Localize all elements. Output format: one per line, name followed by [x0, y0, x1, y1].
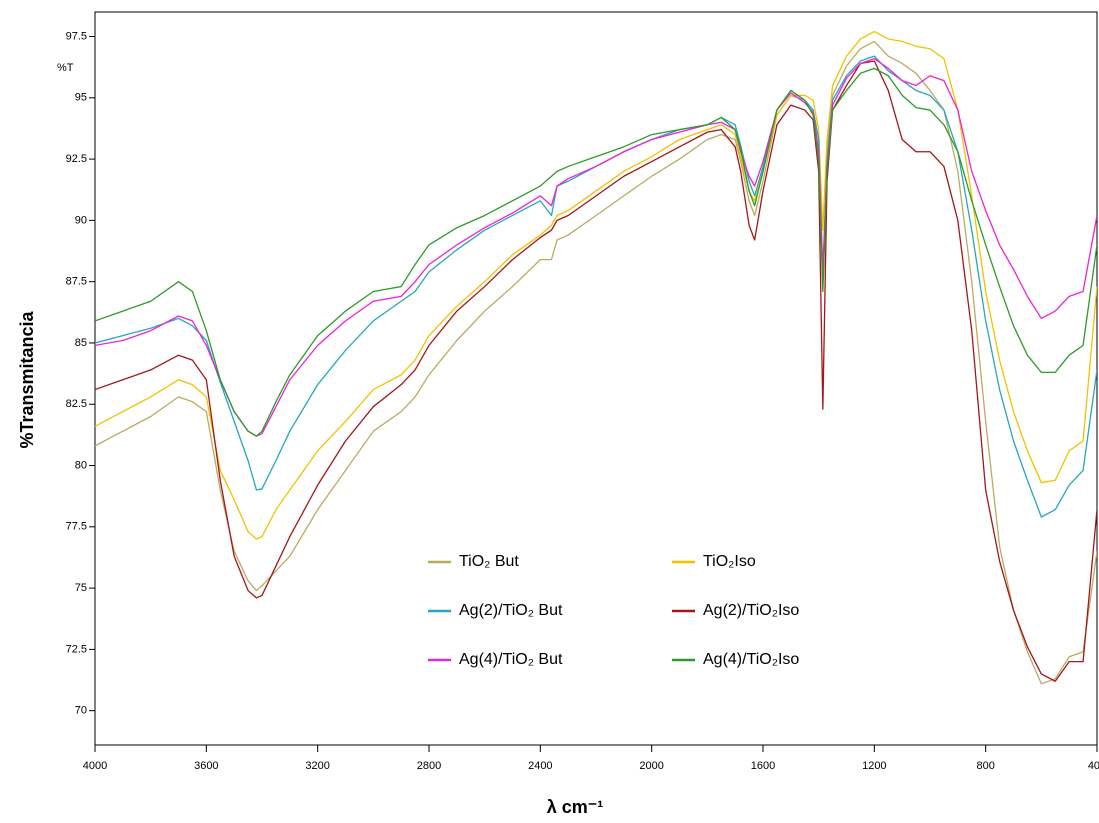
y-tick-label: 92.5: [66, 153, 87, 165]
y-tick-label: 75: [75, 582, 87, 594]
series-line: [95, 55, 1097, 518]
x-tick-label: 2000: [639, 760, 663, 772]
x-tick-label: 2800: [417, 760, 441, 772]
series-line: [95, 57, 1097, 437]
x-axis-title: λ cm⁻¹: [547, 797, 604, 817]
series-line: [95, 67, 1097, 437]
legend-label: Ag(2)/TiO₂ But: [459, 602, 563, 619]
y-tick-label: 77.5: [66, 521, 87, 533]
y-tick-label: 82.5: [66, 398, 87, 410]
legend-label: Ag(2)/TiO₂Iso: [703, 602, 799, 619]
y-tick-label: 80: [75, 459, 87, 471]
y-tick-label: 85: [75, 337, 87, 349]
annotation: %T: [57, 62, 74, 74]
x-tick-label: 2400: [528, 760, 552, 772]
legend-label: TiO₂Iso: [703, 553, 756, 570]
x-tick-label: 3600: [194, 760, 218, 772]
legend-label: TiO₂ But: [459, 553, 519, 570]
x-tick-label: 800: [976, 760, 994, 772]
legend-label: Ag(4)/TiO₂ But: [459, 651, 563, 668]
x-tick-label: 1600: [751, 760, 775, 772]
series-line: [95, 60, 1097, 682]
x-tick-label: 3200: [305, 760, 329, 772]
legend-label: Ag(4)/TiO₂Iso: [703, 651, 799, 668]
series-line: [95, 30, 1097, 540]
x-tick-label: 1200: [862, 760, 886, 772]
series-line: [95, 40, 1097, 685]
plot-area: [95, 30, 1097, 685]
y-tick-label: 72.5: [66, 643, 87, 655]
x-tick-label: 400: [1088, 760, 1099, 772]
y-tick-label: 97.5: [66, 30, 87, 42]
y-axis-title: %Transmitancia: [17, 310, 37, 448]
y-tick-label: 70: [75, 705, 87, 717]
y-tick-label: 95: [75, 92, 87, 104]
y-tick-label: 90: [75, 214, 87, 226]
x-tick-label: 4000: [83, 760, 107, 772]
y-tick-label: 87.5: [66, 276, 87, 288]
plot-frame: [94, 11, 1098, 746]
